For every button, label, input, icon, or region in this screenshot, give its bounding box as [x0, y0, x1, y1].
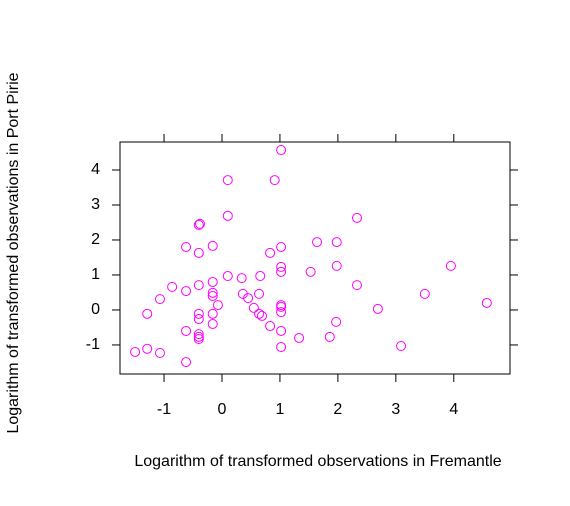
y-tick-label: 1	[91, 266, 100, 283]
point	[212, 300, 223, 311]
point	[255, 271, 266, 282]
point	[181, 325, 192, 336]
point	[207, 287, 218, 298]
point	[276, 301, 287, 312]
point	[181, 241, 192, 252]
point	[265, 321, 276, 332]
y-tick-label: 4	[91, 161, 100, 178]
point	[305, 266, 316, 277]
point	[276, 145, 287, 156]
x-tick-label: 1	[275, 401, 284, 418]
point	[352, 212, 363, 223]
point	[276, 325, 287, 336]
point	[222, 175, 233, 186]
point	[154, 348, 165, 359]
point	[154, 294, 165, 305]
point	[167, 281, 178, 292]
point	[331, 260, 342, 271]
point	[193, 219, 204, 230]
point	[481, 297, 492, 308]
point	[207, 318, 218, 329]
point	[312, 237, 323, 248]
point	[331, 237, 342, 248]
y-tick-label: 3	[91, 196, 100, 213]
point	[194, 218, 205, 229]
point	[222, 210, 233, 221]
point	[193, 308, 204, 319]
point	[331, 316, 342, 327]
point	[193, 247, 204, 258]
point	[324, 331, 335, 342]
y-tick-label: -1	[86, 336, 100, 353]
point	[276, 342, 287, 353]
point	[419, 288, 430, 299]
x-axis-label: Logarithm of transformed observations in…	[134, 453, 501, 470]
point	[265, 247, 276, 258]
y-tick-label: 2	[91, 231, 100, 248]
point	[396, 341, 407, 352]
point	[181, 357, 192, 368]
point	[445, 260, 456, 271]
point	[276, 241, 287, 252]
point	[181, 286, 192, 297]
x-tick-label: 0	[218, 401, 227, 418]
point	[276, 266, 287, 277]
x-tick-label: 3	[391, 401, 400, 418]
point	[276, 307, 287, 318]
x-tick-label: -1	[157, 401, 171, 418]
point	[207, 290, 218, 301]
point	[254, 288, 265, 299]
point	[222, 271, 233, 282]
y-axis-label: Logarithm of transformed observations in…	[5, 72, 22, 433]
point	[254, 308, 265, 319]
point	[193, 314, 204, 325]
point	[276, 261, 287, 272]
point	[269, 175, 280, 186]
x-tick-label: 4	[449, 401, 458, 418]
point	[130, 346, 141, 357]
point	[193, 329, 204, 340]
point	[248, 302, 259, 313]
point	[372, 303, 383, 314]
point	[243, 293, 254, 304]
point	[142, 343, 153, 354]
point	[142, 308, 153, 319]
point	[193, 334, 204, 345]
point	[207, 276, 218, 287]
plot-frame	[119, 141, 511, 375]
x-tick-label: 2	[333, 401, 342, 418]
y-tick-label: 0	[91, 301, 100, 318]
point	[294, 332, 305, 343]
point	[207, 240, 218, 251]
point	[207, 308, 218, 319]
point	[256, 310, 267, 321]
point	[236, 273, 247, 284]
point	[193, 280, 204, 291]
point	[352, 280, 363, 291]
